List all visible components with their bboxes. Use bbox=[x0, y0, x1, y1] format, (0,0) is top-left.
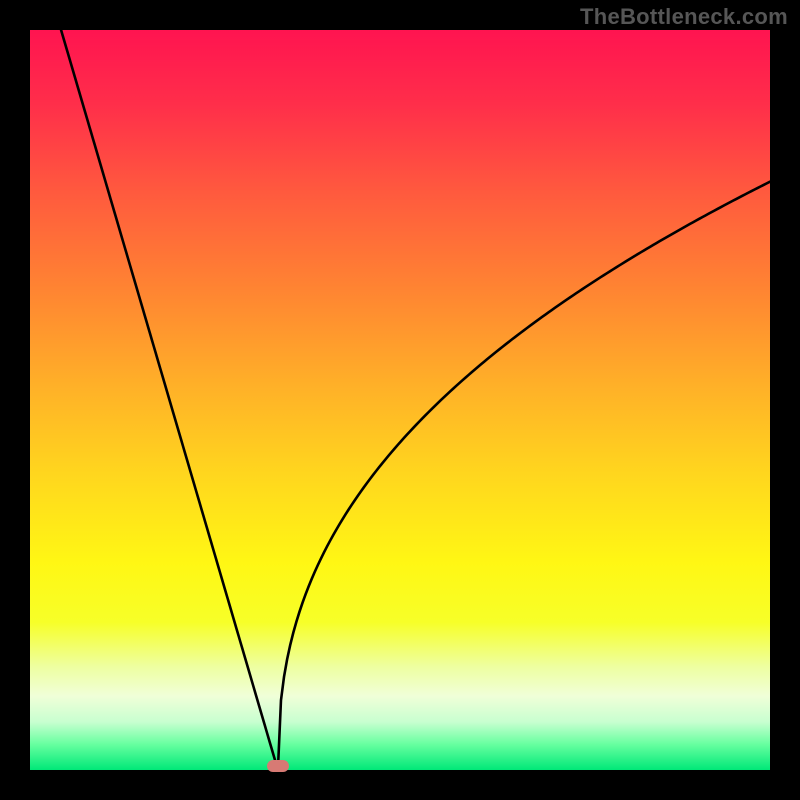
chart-container: TheBottleneck.com bbox=[0, 0, 800, 800]
plot-area bbox=[30, 30, 770, 770]
watermark-text: TheBottleneck.com bbox=[580, 4, 788, 30]
minimum-marker bbox=[267, 760, 289, 772]
